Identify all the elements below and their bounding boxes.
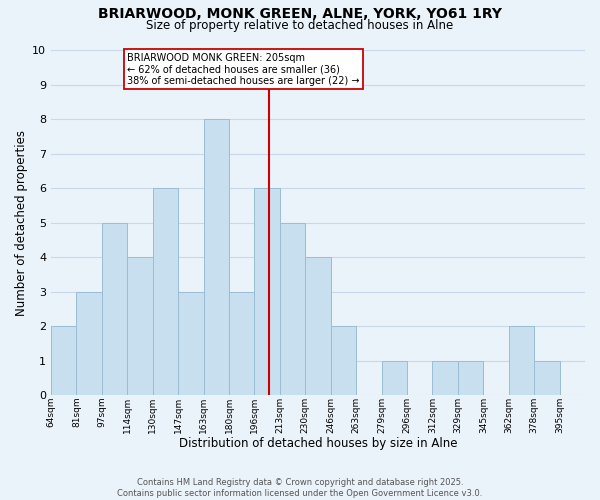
Bar [458, 360, 483, 395]
Bar [102, 222, 127, 395]
Bar [534, 360, 560, 395]
Bar [229, 292, 254, 395]
Text: BRIARWOOD, MONK GREEN, ALNE, YORK, YO61 1RY: BRIARWOOD, MONK GREEN, ALNE, YORK, YO61 … [98, 8, 502, 22]
Bar [76, 292, 102, 395]
Bar [433, 360, 458, 395]
Text: BRIARWOOD MONK GREEN: 205sqm
← 62% of detached houses are smaller (36)
38% of se: BRIARWOOD MONK GREEN: 205sqm ← 62% of de… [127, 53, 360, 86]
X-axis label: Distribution of detached houses by size in Alne: Distribution of detached houses by size … [179, 437, 457, 450]
Bar [382, 360, 407, 395]
Bar [153, 188, 178, 395]
Text: Contains HM Land Registry data © Crown copyright and database right 2025.
Contai: Contains HM Land Registry data © Crown c… [118, 478, 482, 498]
Bar [127, 257, 153, 395]
Bar [203, 119, 229, 395]
Text: Size of property relative to detached houses in Alne: Size of property relative to detached ho… [146, 18, 454, 32]
Bar [51, 326, 76, 395]
Bar [331, 326, 356, 395]
Bar [305, 257, 331, 395]
Bar [509, 326, 534, 395]
Bar [280, 222, 305, 395]
Bar [178, 292, 203, 395]
Y-axis label: Number of detached properties: Number of detached properties [15, 130, 28, 316]
Bar [254, 188, 280, 395]
